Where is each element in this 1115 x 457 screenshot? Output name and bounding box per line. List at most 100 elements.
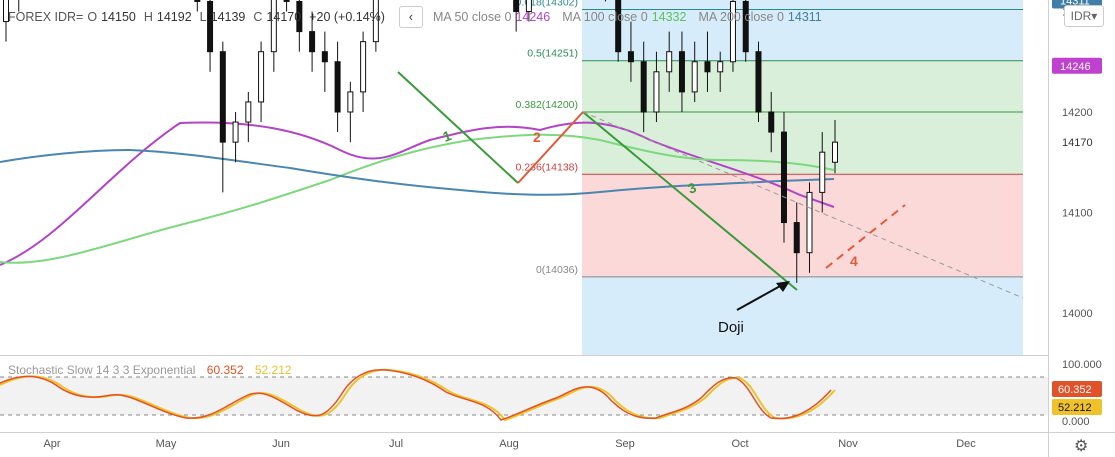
time-tick-label: Dec	[956, 438, 976, 450]
open-label: O	[87, 10, 98, 24]
fib-band	[582, 0, 1023, 10]
high-label: H	[143, 10, 153, 24]
candle-body	[717, 61, 724, 73]
stochastic-legend[interactable]: Stochastic Slow 14 3 3 Exponential 60.35…	[8, 363, 292, 377]
candle-body	[742, 0, 749, 53]
stochastic-tick-0: 0.000	[1062, 416, 1090, 428]
candle-body	[232, 121, 239, 143]
time-tick-label: Oct	[731, 438, 748, 450]
gear-icon[interactable]: ⚙	[1074, 438, 1089, 455]
stochastic-badge-bg	[1052, 399, 1102, 415]
candle	[219, 41, 226, 193]
stochastic-k-value: 60.352	[206, 363, 244, 377]
candle-body	[819, 151, 826, 193]
candle-body	[309, 31, 316, 53]
ma200-line	[0, 148, 835, 196]
candle-body	[678, 51, 685, 93]
ma100-label[interactable]: MA 100 close 0	[562, 10, 648, 24]
ma100-value: 14332	[651, 10, 687, 24]
stochastic-tick-100: 100.000	[1062, 359, 1102, 371]
low-label: L	[199, 10, 207, 24]
candle	[321, 31, 328, 92]
wave-4-projection	[825, 204, 906, 269]
symbol-label[interactable]: FOREX IDR=	[8, 10, 84, 24]
wave-label-1: 1	[441, 127, 454, 145]
wave-1-line	[397, 71, 519, 184]
candle-body	[627, 51, 634, 63]
candle	[309, 11, 316, 72]
candle-body	[793, 222, 800, 254]
stochastic-badge: 52.212	[1052, 399, 1102, 415]
wave-label-4: 4	[850, 253, 858, 269]
low-value: 14139	[210, 10, 246, 24]
candle-body	[513, 0, 520, 12]
candle-body	[653, 71, 660, 113]
stochastic-d-value: 52.212	[254, 363, 292, 377]
chevron-left-icon[interactable]: ‹	[398, 6, 423, 28]
close-label: C	[253, 10, 263, 24]
trend-line	[582, 111, 1024, 299]
candle-body	[755, 51, 762, 113]
candle	[18, 0, 20, 12]
candle	[806, 182, 813, 273]
candle	[691, 41, 698, 102]
candle-body	[194, 0, 201, 2]
candle	[283, 0, 290, 12]
candle-body	[270, 0, 277, 53]
candle	[232, 112, 239, 163]
candle-body	[258, 51, 265, 103]
candle-body	[296, 0, 303, 33]
candle	[245, 91, 252, 143]
candle	[717, 51, 724, 92]
candle-body	[666, 51, 673, 73]
ma200-label[interactable]: MA 200 close 0	[698, 10, 784, 24]
stochastic-badge-value: 52.212	[1058, 402, 1092, 414]
candle	[334, 41, 341, 133]
wave-3-line	[582, 111, 798, 291]
candle-body	[691, 61, 698, 93]
candle	[832, 120, 838, 174]
candle	[360, 31, 367, 112]
candle-body	[347, 91, 354, 113]
candle	[678, 31, 685, 112]
candle	[347, 81, 354, 143]
open-value: 14150	[101, 10, 136, 24]
candle	[270, 0, 277, 72]
fib-level-label: 0.5(14251)	[527, 48, 578, 60]
candle-body	[219, 51, 226, 143]
candle	[793, 202, 800, 283]
price-badge-value: 14246	[1060, 61, 1091, 73]
candle-body	[3, 0, 9, 23]
time-tick-label: Apr	[43, 438, 60, 450]
time-tick-label: Sep	[615, 438, 635, 450]
candle-body	[360, 41, 367, 93]
candle	[3, 0, 9, 42]
stochastic-badge-bg	[1052, 381, 1102, 397]
candle	[615, 0, 622, 62]
fib-level-label: 0.382(14200)	[516, 99, 578, 111]
candle	[704, 31, 711, 92]
fib-band	[582, 9, 1023, 61]
currency-dropdown[interactable]: IDR▾	[1064, 5, 1104, 27]
candle-body	[780, 131, 787, 224]
ma50-label[interactable]: MA 50 close 0	[432, 10, 512, 24]
stochastic-band	[0, 377, 1048, 415]
wave-2-line	[517, 111, 584, 184]
fib-band	[582, 174, 1023, 277]
high-value: 14192	[156, 10, 192, 24]
wave-label-2: 2	[533, 129, 541, 145]
ma100-line	[0, 133, 835, 264]
stochastic-badge: 60.352	[1052, 381, 1102, 397]
price-badge-bg	[1052, 57, 1102, 74]
candle	[768, 91, 775, 153]
candle	[372, 0, 379, 52]
candle	[819, 132, 826, 213]
candle	[653, 51, 660, 123]
last-price-label: 14170	[1062, 137, 1093, 149]
candle-body	[806, 191, 813, 254]
candle-body	[245, 101, 252, 123]
fib-band	[582, 60, 1023, 112]
candle-body	[207, 0, 214, 53]
candle-body	[321, 51, 328, 63]
